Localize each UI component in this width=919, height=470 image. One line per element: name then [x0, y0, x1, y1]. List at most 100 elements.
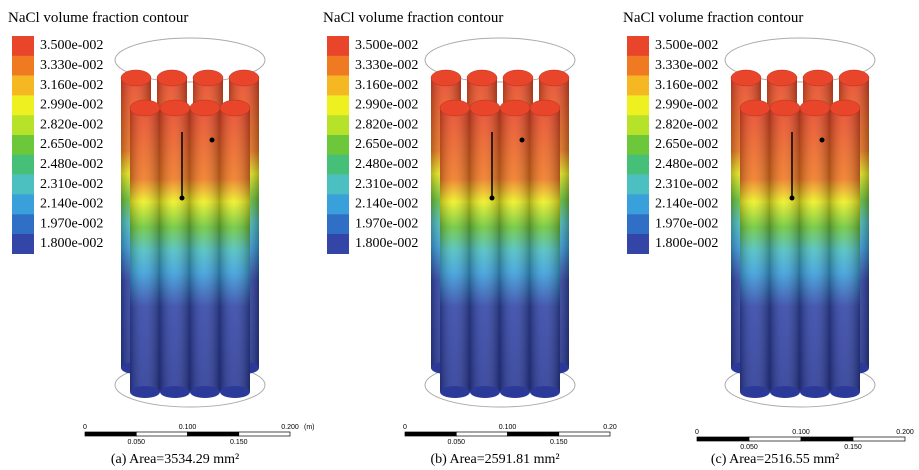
legend-swatch	[627, 154, 649, 175]
probe-point	[519, 137, 525, 143]
scale-segment	[404, 431, 457, 437]
probe-point	[789, 195, 795, 201]
legend-swatch	[627, 214, 649, 235]
legend-swatch	[627, 234, 649, 254]
legend-label: 2.650e-002	[40, 137, 103, 152]
cylinder-top	[228, 69, 260, 87]
legend-label: 2.990e-002	[40, 98, 103, 113]
probe-point	[819, 137, 825, 143]
cylinder-base	[440, 386, 470, 398]
legend-label: 2.820e-002	[40, 117, 103, 132]
caption: (a) Area=3534.29 mm²	[111, 452, 239, 467]
cylinder-top	[799, 99, 831, 117]
domain-outline	[424, 37, 576, 83]
legend-swatch	[627, 55, 649, 76]
cylinder-top	[739, 99, 771, 117]
legend-label: 3.160e-002	[355, 78, 418, 93]
legend-swatch	[12, 135, 34, 155]
legend-swatch	[12, 36, 34, 56]
legend-label: 2.820e-002	[655, 117, 718, 132]
legend-label: 2.310e-002	[40, 177, 103, 192]
legend-label: 2.140e-002	[655, 197, 718, 212]
cylinder-top	[466, 69, 498, 87]
cylinder-base	[800, 386, 830, 398]
legend-label: 2.480e-002	[355, 157, 418, 172]
cylinder-shade	[190, 108, 220, 392]
cylinder-shade	[800, 108, 830, 392]
scale-label: 0.050	[447, 439, 465, 446]
legend-label: 1.970e-002	[655, 216, 718, 231]
legend-swatch	[327, 75, 349, 96]
scale-label: 0.200	[896, 429, 914, 436]
legend-label: 3.330e-002	[655, 58, 718, 73]
cylinder-shade	[830, 108, 860, 392]
legend-label: 3.160e-002	[40, 78, 103, 93]
legend-label: 2.650e-002	[355, 137, 418, 152]
legend-label: 3.330e-002	[355, 58, 418, 73]
panel-title: NaCl volume fraction contour	[323, 10, 503, 26]
cylinder-shade	[440, 108, 470, 392]
legend-label: 2.140e-002	[355, 197, 418, 212]
cylinder-base	[220, 386, 250, 398]
legend-label: 2.480e-002	[40, 157, 103, 172]
scale-label: 0.050	[740, 444, 758, 451]
legend-swatch	[327, 55, 349, 76]
scale-segment	[852, 436, 906, 442]
cylinder-bundle	[114, 37, 266, 408]
cylinder-top	[766, 69, 798, 87]
legend-label: 2.310e-002	[655, 177, 718, 192]
legend-swatch	[12, 234, 34, 254]
scale-label: 0.100	[499, 424, 517, 431]
cylinder-top	[120, 69, 152, 87]
legend-swatch	[627, 194, 649, 215]
scale-segment	[455, 431, 508, 437]
legend-swatch	[627, 75, 649, 96]
legend-swatch	[12, 194, 34, 215]
legend-swatch	[627, 174, 649, 195]
cylinder-shade	[470, 108, 500, 392]
legend-label: 3.500e-002	[355, 38, 418, 53]
cylinder-top	[838, 69, 870, 87]
cylinder-top	[730, 69, 762, 87]
legend-swatch	[627, 135, 649, 155]
caption: (b) Area=2591.81 mm²	[430, 452, 559, 467]
cylinder-top	[529, 99, 561, 117]
legend-label: 2.820e-002	[355, 117, 418, 132]
legend-label: 1.800e-002	[655, 236, 718, 251]
cylinder-top	[156, 69, 188, 87]
cylinder-base	[500, 386, 530, 398]
legend-label: 1.970e-002	[355, 216, 418, 231]
cylinder-base	[130, 386, 160, 398]
cylinder-top	[192, 69, 224, 87]
scale-label: 0.050	[127, 439, 145, 446]
legend-swatch	[327, 234, 349, 254]
scale-segment	[558, 431, 611, 437]
legend-swatch	[327, 135, 349, 155]
cylinder-shade	[130, 108, 160, 392]
legend-swatch	[12, 154, 34, 175]
legend-swatch	[627, 36, 649, 56]
scale-segment	[507, 431, 560, 437]
domain-outline	[114, 37, 266, 83]
scale-label: 0.20	[603, 424, 617, 431]
legend-swatch	[627, 95, 649, 116]
cylinder-shade	[160, 108, 190, 392]
scale-label: (m)	[304, 424, 315, 431]
scale-label: 0	[83, 424, 87, 431]
scale-label: 0.150	[230, 439, 248, 446]
cylinder-top	[189, 99, 221, 117]
probe-point	[179, 195, 185, 201]
legend-swatch	[12, 115, 34, 136]
scale-label: 0.150	[550, 439, 568, 446]
cylinder-base	[830, 386, 860, 398]
legend-label: 2.480e-002	[655, 157, 718, 172]
probe-point	[489, 195, 495, 201]
cylinder-top	[430, 69, 462, 87]
cylinder-top	[469, 99, 501, 117]
legend-swatch	[327, 36, 349, 56]
legend-swatch	[12, 55, 34, 76]
legend-swatch	[12, 214, 34, 235]
legend-label: 1.800e-002	[40, 236, 103, 251]
scale-label: 0.100	[792, 429, 810, 436]
